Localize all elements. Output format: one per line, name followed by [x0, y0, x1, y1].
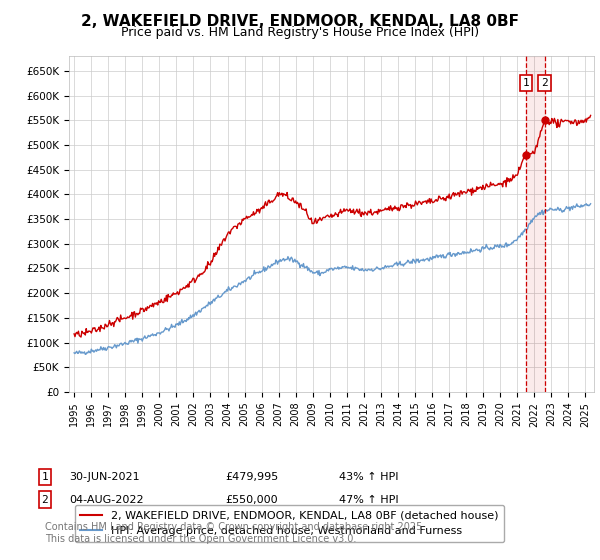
- Text: Price paid vs. HM Land Registry's House Price Index (HPI): Price paid vs. HM Land Registry's House …: [121, 26, 479, 39]
- Text: 1: 1: [523, 78, 529, 88]
- Text: 2: 2: [41, 494, 49, 505]
- Text: 2: 2: [541, 78, 548, 88]
- Text: 30-JUN-2021: 30-JUN-2021: [69, 472, 140, 482]
- Text: 04-AUG-2022: 04-AUG-2022: [69, 494, 143, 505]
- Legend: 2, WAKEFIELD DRIVE, ENDMOOR, KENDAL, LA8 0BF (detached house), HPI: Average pric: 2, WAKEFIELD DRIVE, ENDMOOR, KENDAL, LA8…: [74, 505, 504, 542]
- Text: Contains HM Land Registry data © Crown copyright and database right 2025.
This d: Contains HM Land Registry data © Crown c…: [45, 522, 425, 544]
- Text: £479,995: £479,995: [225, 472, 278, 482]
- Bar: [526, 56, 545, 392]
- Text: 2, WAKEFIELD DRIVE, ENDMOOR, KENDAL, LA8 0BF: 2, WAKEFIELD DRIVE, ENDMOOR, KENDAL, LA8…: [81, 14, 519, 29]
- Text: 1: 1: [41, 472, 49, 482]
- Text: 43% ↑ HPI: 43% ↑ HPI: [339, 472, 398, 482]
- Text: £550,000: £550,000: [225, 494, 278, 505]
- Text: 47% ↑ HPI: 47% ↑ HPI: [339, 494, 398, 505]
